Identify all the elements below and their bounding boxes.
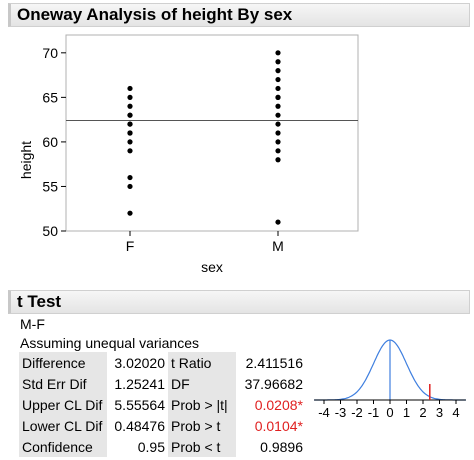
oneway-outline-header[interactable]: Oneway Analysis of height By sex [8,3,470,27]
y-tick-label: 55 [42,178,58,194]
dist-tick-label: -4 [318,405,330,420]
data-point [275,130,281,136]
data-point [275,148,281,154]
x-tick-label: M [272,238,284,254]
dist-tick-label: -1 [368,405,380,420]
ttest-title: t Test [17,292,62,311]
ttest-outline-header[interactable]: t Test [8,290,470,314]
data-point [275,112,281,118]
data-point [127,210,133,216]
stat-label: Lower CL Dif [19,415,107,436]
y-tick-label: 60 [42,134,58,150]
dist-tick-label: 0 [386,405,393,420]
y-tick-label: 65 [42,89,58,105]
data-point [127,94,133,100]
x-axis-label: sex [201,259,223,275]
ttest-row: Difference 3.02020 t Ratio 2.411516 [19,352,306,373]
oneway-title: Oneway Analysis of height By sex [17,5,293,24]
data-point [275,76,281,83]
data-point [127,148,133,154]
ttest-row: Confidence 0.95 Prob < t 0.9896 [19,436,306,457]
stat-value: 0.48476 [114,417,165,434]
contrast-label: M-F [20,316,45,332]
dist-tick-label: 4 [452,405,459,420]
stat-value: 5.55564 [114,396,165,413]
stat-value: 1.25241 [114,375,165,392]
ttest-table: Difference 3.02020 t Ratio 2.411516 Std Err … [19,352,306,457]
data-point [127,103,133,109]
stat-label: Std Err Dif [19,373,107,394]
data-point [275,157,281,163]
stat-value: 0.95 [137,438,165,455]
stat-label: Difference [19,352,107,373]
data-point [275,103,281,109]
stat-label: Prob < t [168,436,236,457]
dist-tick-label: -2 [351,405,363,420]
y-axis-label: height [18,141,34,179]
dist-tick-label: 3 [436,405,443,420]
stat-value: 2.411516 [245,354,303,371]
data-point [127,139,133,145]
assumption-label: Assuming unequal variances [20,335,199,351]
data-point [127,112,133,118]
data-point [275,219,281,225]
stat-value: 3.02020 [114,354,165,371]
data-point [127,174,133,181]
t-distribution-plot: -4 -3 -2 -1 0 1 2 3 4 [314,339,466,420]
data-point [275,85,281,92]
data-point [127,183,133,190]
stat-value: 0.0104* [254,417,303,434]
data-point [275,94,281,100]
stat-value: 0.9896 [260,438,303,455]
data-point [275,68,281,74]
data-point [275,50,281,56]
stat-label: t Ratio [168,352,236,373]
stat-label: Prob > t [168,415,236,436]
data-point [275,121,281,127]
data-point [127,121,133,127]
dist-tick-label: -3 [335,405,347,420]
dist-tick-label: 1 [403,405,410,420]
data-point [275,139,281,145]
stat-label: Prob > |t| [168,394,236,415]
data-point [275,59,281,65]
oneway-plot: height sex 50 55 60 65 70 F M [18,34,359,275]
stat-value: 37.96682 [244,375,303,392]
plot-frame [65,34,359,232]
ttest-row: Std Err Dif 1.25241 DF 37.96682 [19,373,306,394]
dist-tick-label: 2 [419,405,426,420]
disclosure-icon[interactable] [11,4,14,26]
y-tick-label: 70 [42,45,58,61]
stat-value: 0.0208* [254,396,303,413]
y-tick-label: 50 [42,223,58,239]
stat-label: DF [168,373,236,394]
x-tick-label: F [126,238,135,254]
ttest-row: Lower CL Dif 0.48476 Prob > t 0.0104* [19,415,306,436]
stat-label: Confidence [19,436,107,457]
data-point [127,130,133,136]
stat-label: Upper CL Dif [19,394,107,415]
ttest-row: Upper CL Dif 5.55564 Prob > |t| 0.0208* [19,394,306,415]
disclosure-icon[interactable] [11,291,14,313]
data-point [127,85,133,92]
